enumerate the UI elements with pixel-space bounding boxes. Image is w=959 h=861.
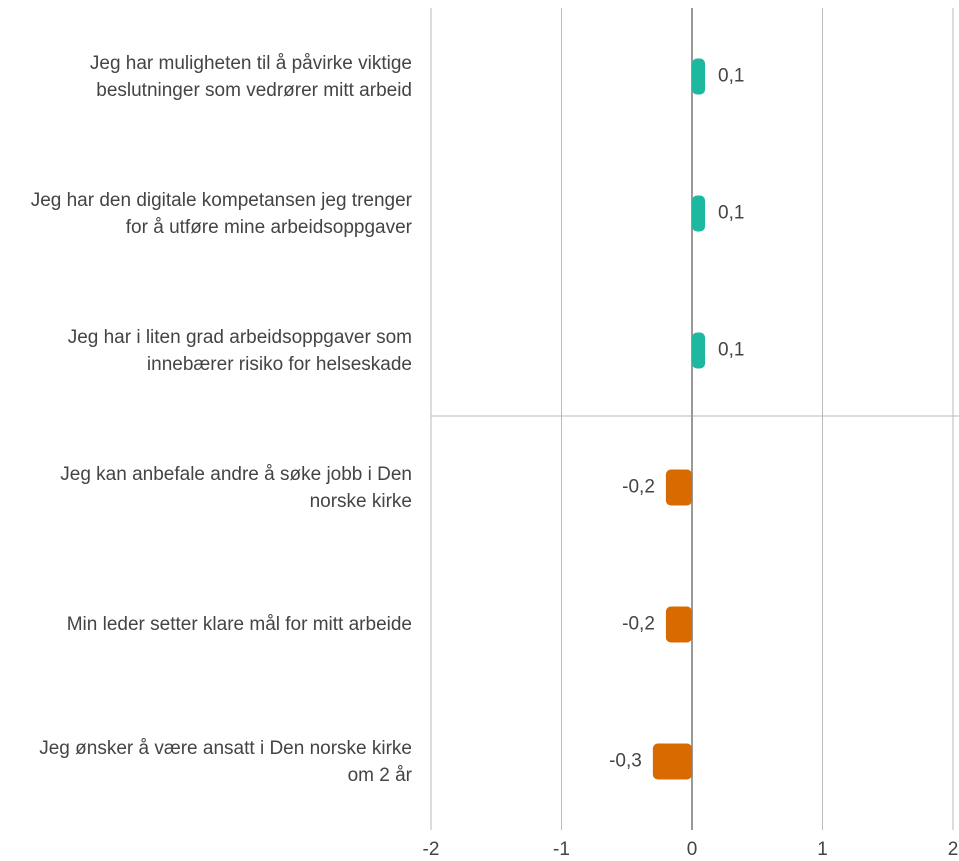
category-label: Jeg ønsker å være ansatt i Den norske ki… [0,693,412,830]
category-text: Jeg har den digitale kompetansen jeg tre… [30,189,412,238]
x-tick-label: 2 [948,839,959,860]
category-text: Min leder setter klare mål for mitt arbe… [66,614,412,635]
category-label: Min leder setter klare mål for mitt arbe… [0,556,412,693]
bar [665,606,692,643]
value-label: -0,3 [609,751,642,772]
bar [692,195,706,232]
category-text: Jeg har i liten grad arbeidsoppgaver som… [67,326,412,375]
value-label: 0,1 [718,340,744,361]
category-label: Jeg kan anbefale andre å søke jobb i Den… [0,419,412,556]
category-label: Jeg har den digitale kompetansen jeg tre… [0,145,412,282]
value-label: -0,2 [622,477,655,498]
value-label: 0,1 [718,66,744,87]
category-label: Jeg har muligheten til å påvirke viktige… [0,8,412,145]
bar [692,58,706,95]
x-tick-label: -2 [423,839,440,860]
x-tick-label: 1 [817,839,828,860]
x-tick-label: 0 [687,839,698,860]
value-label: 0,1 [718,203,744,224]
bar [652,743,692,780]
category-text: Jeg kan anbefale andre å søke jobb i Den… [60,463,412,512]
category-text: Jeg har muligheten til å påvirke viktige… [89,52,412,101]
x-tick-label: -1 [553,839,570,860]
bar [692,332,706,369]
category-label: Jeg har i liten grad arbeidsoppgaver som… [0,282,412,419]
value-label: -0,2 [622,614,655,635]
category-text: Jeg ønsker å være ansatt i Den norske ki… [39,737,412,786]
bar [665,469,692,506]
